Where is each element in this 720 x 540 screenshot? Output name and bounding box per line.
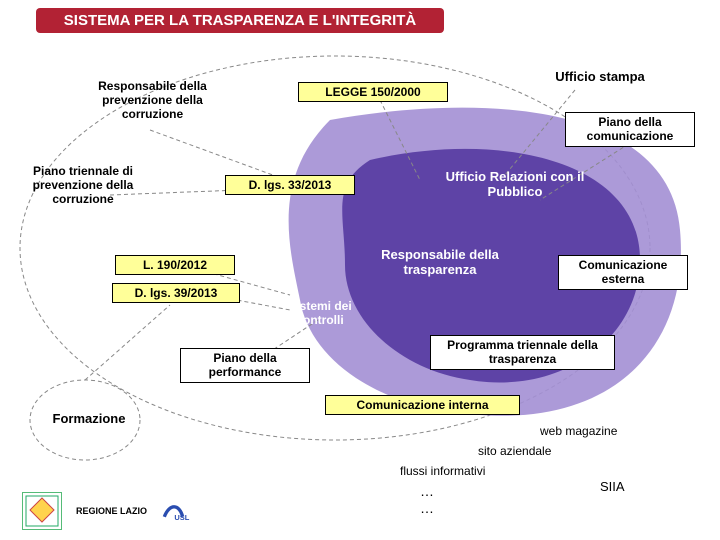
flussi: flussi informativi bbox=[400, 465, 485, 479]
legge-150-box: LEGGE 150/2000 bbox=[298, 82, 448, 102]
programma-triennale-box: Programma triennale della trasparenza bbox=[430, 335, 615, 370]
dots1: … bbox=[420, 483, 434, 499]
formazione: Formazione bbox=[44, 412, 134, 427]
dots2: … bbox=[420, 500, 434, 516]
dlgs-39-box: D. lgs. 39/2013 bbox=[112, 283, 240, 303]
piano-triennale: Piano triennale di prevenzione della cor… bbox=[18, 165, 148, 206]
title-banner: SISTEMA PER LA TRASPARENZA E L'INTEGRITÀ bbox=[36, 8, 444, 33]
sito-aziendale: sito aziendale bbox=[478, 445, 551, 459]
l-190-box: L. 190/2012 bbox=[115, 255, 235, 275]
responsabile-trasparenza: Responsabile della trasparenza bbox=[380, 248, 500, 278]
sistemi-controlli: Sistemi dei controlli bbox=[275, 300, 365, 328]
siia: SIIA bbox=[600, 480, 625, 495]
ufficio-stampa: Ufficio stampa bbox=[540, 70, 660, 85]
ufficio-relazioni: Ufficio Relazioni con il Pubblico bbox=[440, 170, 590, 200]
logo-bar: REGIONE LAZIO USL bbox=[22, 492, 201, 530]
web-magazine: web magazine bbox=[540, 425, 617, 439]
comunicazione-interna-box: Comunicazione interna bbox=[325, 395, 520, 415]
piano-performance-box: Piano della performance bbox=[180, 348, 310, 383]
svg-text:USL: USL bbox=[174, 513, 189, 522]
ausl-logo: USL bbox=[161, 492, 201, 530]
comunicazione-esterna-box: Comunicazione esterna bbox=[558, 255, 688, 290]
regione-lazio-logo bbox=[22, 492, 62, 530]
piano-comunicazione-box: Piano della comunicazione bbox=[565, 112, 695, 147]
responsabile-corruzione: Responsabile della prevenzione della cor… bbox=[75, 80, 230, 121]
dlgs-33-box: D. lgs. 33/2013 bbox=[225, 175, 355, 195]
title-text: SISTEMA PER LA TRASPARENZA E L'INTEGRITÀ bbox=[64, 12, 416, 29]
regione-lazio-text: REGIONE LAZIO bbox=[76, 507, 147, 516]
diagram-stage: SISTEMA PER LA TRASPARENZA E L'INTEGRITÀ… bbox=[0, 0, 720, 540]
